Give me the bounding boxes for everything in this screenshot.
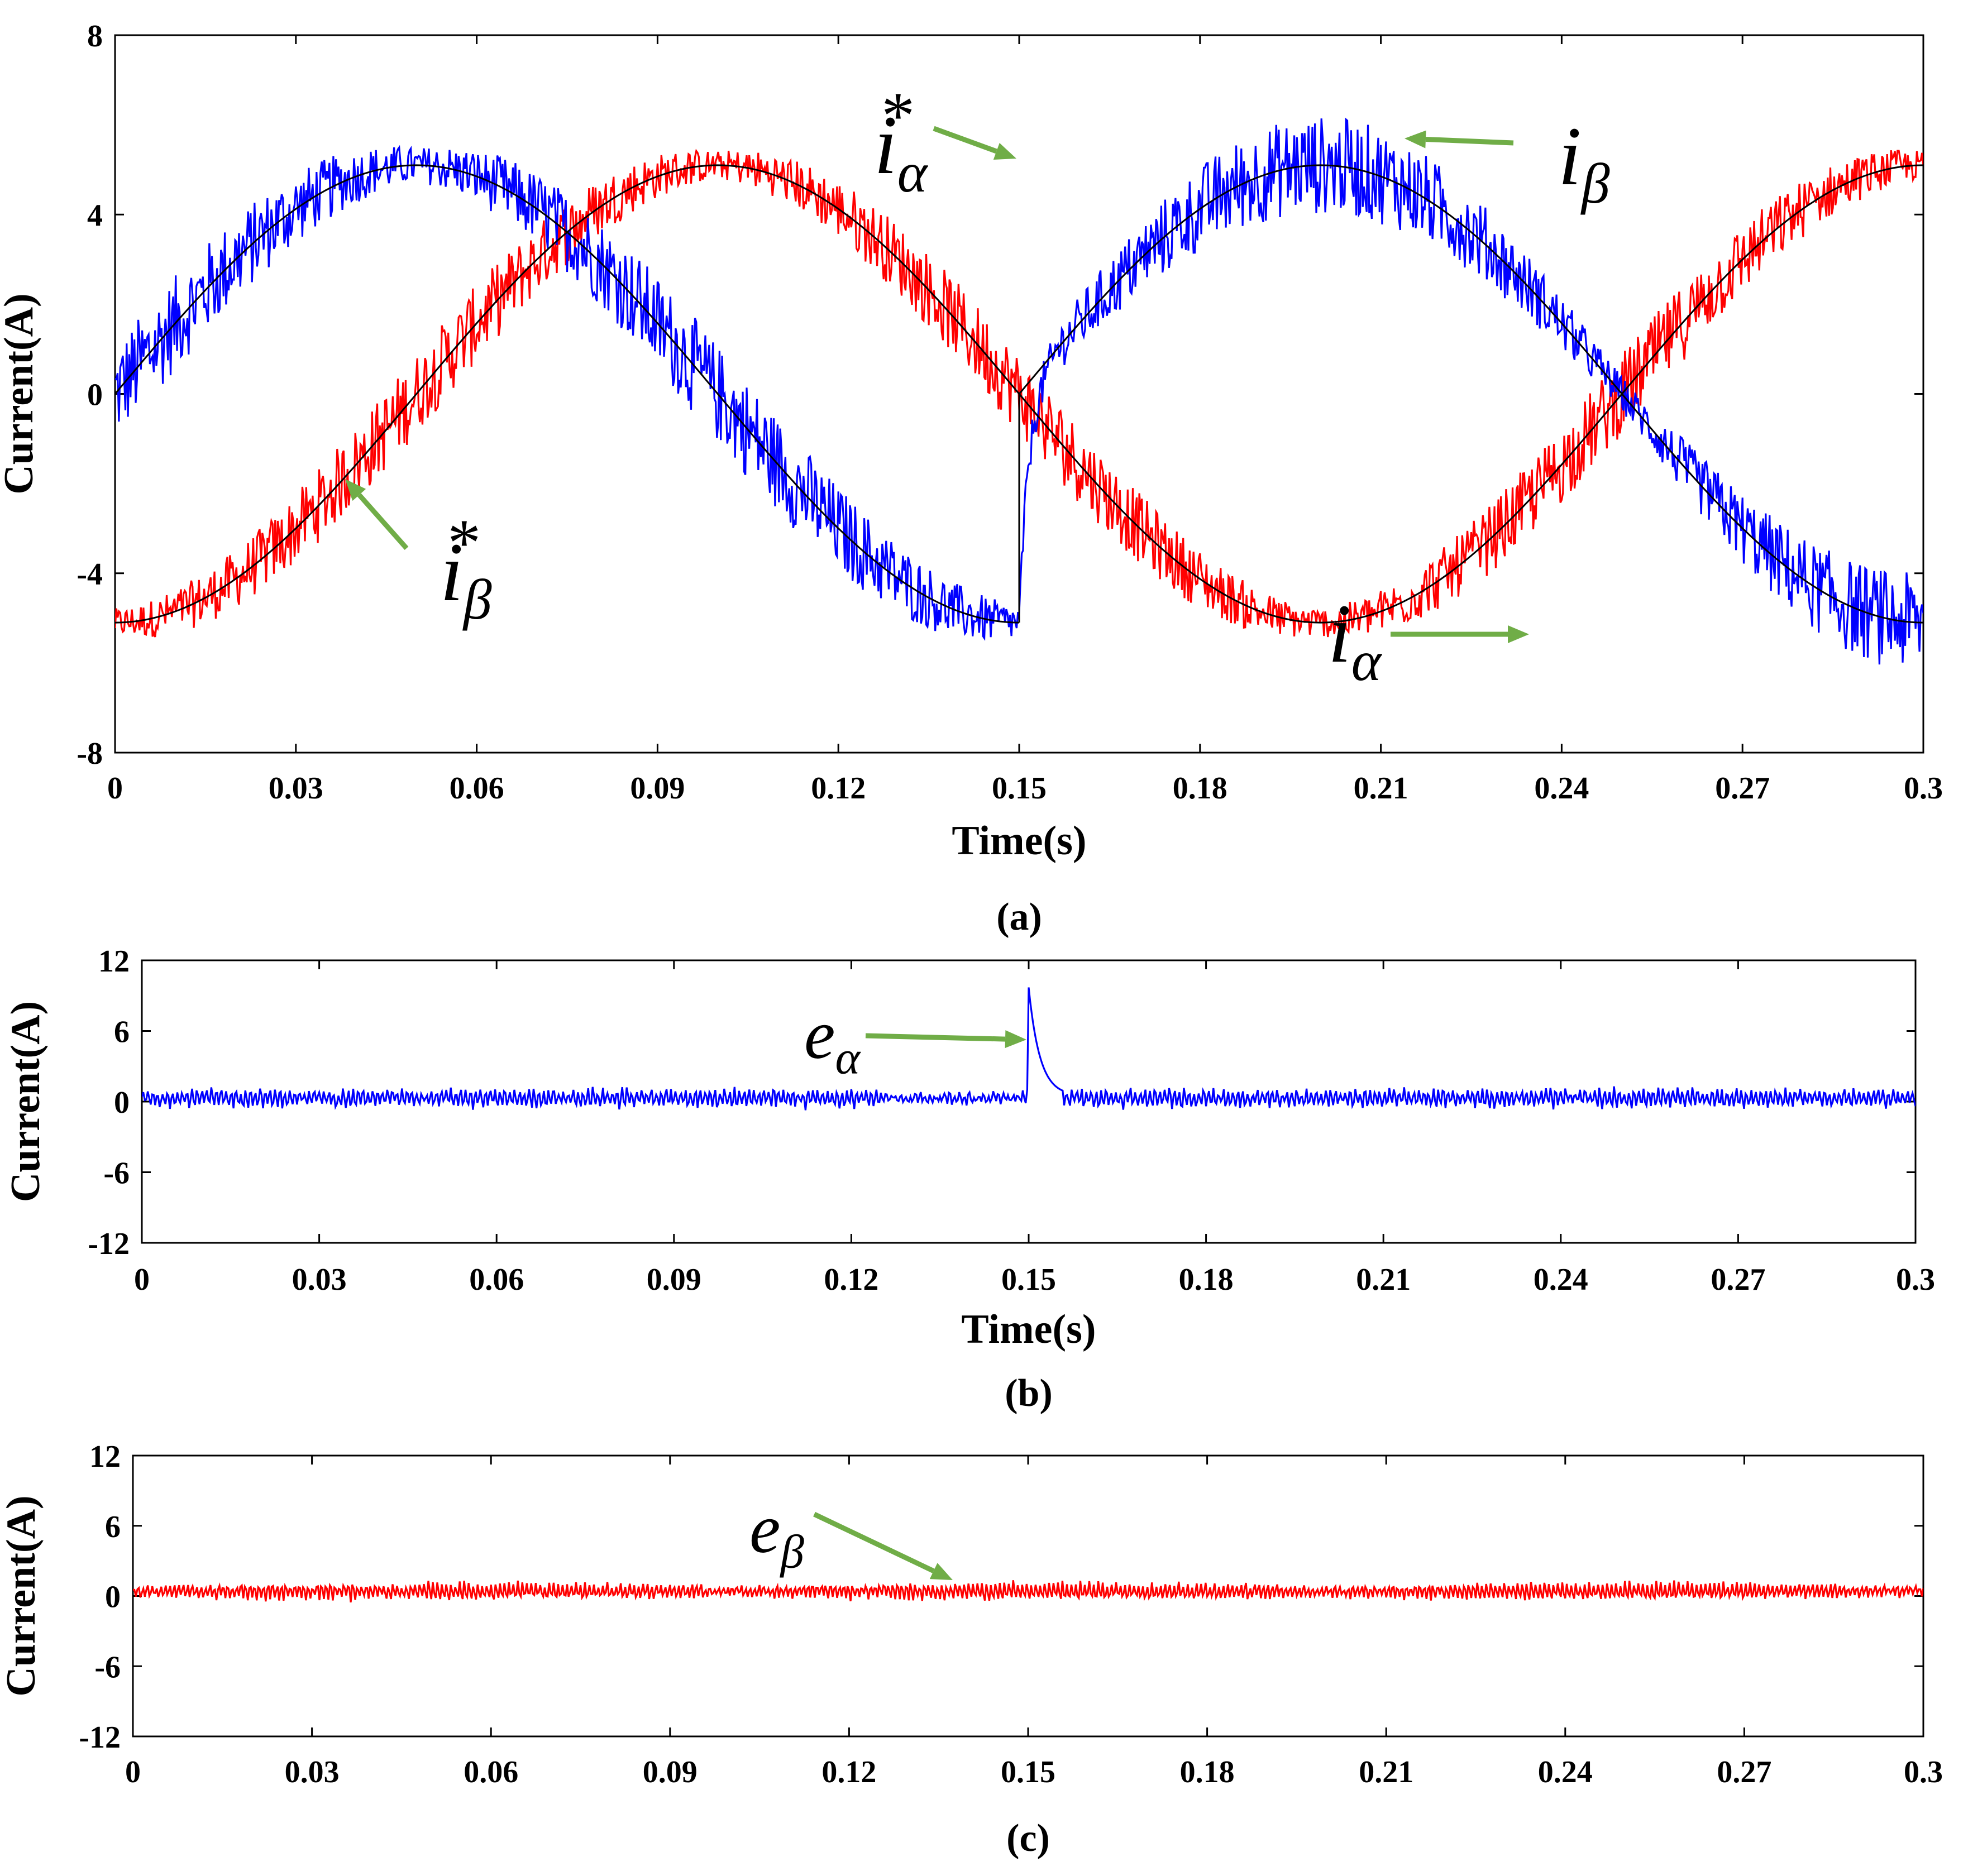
x-tick-label: 0.12 (824, 1262, 878, 1297)
x-tick-label: 0.15 (1001, 1755, 1055, 1789)
label-i-alpha-ref: iα (874, 99, 929, 204)
x-axis-label: Time(s) (961, 1306, 1096, 1352)
series-i-alpha-ref-part2 (1018, 164, 1923, 624)
label-i-beta-ref-arrow-line (357, 493, 409, 550)
x-tick-label: 0 (125, 1755, 141, 1789)
y-tick-label: -12 (88, 1227, 130, 1261)
x-axis-label: Time(s) (952, 818, 1086, 864)
series-e-alpha (142, 987, 1916, 1111)
y-tick-label: 6 (105, 1510, 121, 1544)
panel-caption: (b) (1005, 1372, 1053, 1415)
x-tick-label: 0.18 (1173, 771, 1227, 806)
label-i-beta-arrow-head (1405, 130, 1426, 149)
y-tick-label: 0 (114, 1085, 130, 1120)
label-e-alpha: eα (804, 997, 861, 1084)
x-tick-label: 0.06 (464, 1755, 518, 1789)
x-tick-label: 0.12 (811, 771, 866, 806)
y-tick-label: 12 (89, 1439, 121, 1474)
label-i-alpha: iα (1328, 587, 1383, 693)
label-i-alpha-ref-arrow-line (933, 126, 997, 154)
label-e-beta-arrow-line (813, 1511, 935, 1573)
x-tick-label: 0.3 (1904, 1755, 1943, 1789)
x-tick-label: 0 (107, 771, 123, 806)
x-tick-label: 0.03 (269, 771, 323, 806)
panel-a: 0 0.03 0.06 0.09 0.12 0.15 0.18 0.21 0.24 0.27 0.3… (0, 19, 1943, 939)
label-e-beta-arrow-head (929, 1563, 953, 1580)
x-tick-label: 0.21 (1354, 771, 1408, 806)
label-e-alpha-arrow-line (865, 1033, 1006, 1042)
label-i-beta-arrow-line (1425, 137, 1514, 146)
label-i-alpha-ref-star: * (878, 78, 912, 152)
y-tick-label: -6 (103, 1156, 130, 1191)
label-i-alpha-ref-arrow-head (993, 142, 1016, 160)
x-tick-label: 0.18 (1180, 1755, 1235, 1789)
y-tick-label: -6 (94, 1650, 121, 1684)
label-e-alpha-arrow-head (1005, 1030, 1026, 1049)
y-axis-label: Current(A) (0, 293, 42, 494)
y-tick-label: 0 (87, 378, 103, 413)
y-axis-label: Current(A) (3, 1001, 49, 1202)
x-tick-label: 0.27 (1715, 771, 1770, 806)
x-tick-label: 0.03 (292, 1262, 347, 1297)
x-tick-label: 0.09 (630, 771, 685, 806)
y-tick-label: 8 (87, 19, 103, 54)
x-tick-label: 0.27 (1711, 1262, 1765, 1297)
x-tick-label: 0.09 (643, 1755, 698, 1789)
x-tick-label: 0.24 (1534, 1262, 1588, 1297)
panel-b: 0 0.03 0.06 0.09 0.12 0.15 0.18 0.21 0.24 0.27 0.3… (3, 944, 1935, 1415)
x-tick-label: 0.12 (821, 1755, 876, 1789)
series-e-beta (133, 1580, 1923, 1603)
x-tick-label: 0.15 (992, 771, 1047, 806)
label-e-beta: eβ (749, 1491, 804, 1578)
x-tick-label: 0 (134, 1262, 150, 1297)
y-tick-label: 6 (114, 1015, 130, 1050)
label-i-beta-ref-arrow-head (345, 479, 366, 501)
x-tick-label: 0.24 (1538, 1755, 1593, 1789)
series-i-alpha-ref-part1 (115, 164, 1020, 624)
y-tick-label: -4 (77, 557, 103, 592)
x-tick-label: 0.18 (1179, 1262, 1234, 1297)
y-tick-label: -8 (77, 736, 103, 771)
x-tick-label: 0.09 (647, 1262, 701, 1297)
x-tick-label: 0.06 (450, 771, 504, 806)
panel-c: 0 0.03 0.06 0.09 0.12 0.15 0.18 0.21 0.24 0.27 0.3… (0, 1439, 1943, 1860)
x-tick-label: 0.3 (1904, 771, 1943, 806)
label-i-beta-ref-star: * (445, 505, 478, 580)
x-tick-label: 0.03 (285, 1755, 340, 1789)
panel-caption: (c) (1006, 1817, 1050, 1860)
x-tick-label: 0.15 (1001, 1262, 1056, 1297)
x-tick-label: 0.06 (469, 1262, 524, 1297)
x-tick-label: 0.3 (1896, 1262, 1935, 1297)
panel-caption: (a) (996, 896, 1042, 939)
y-axis-label: Current(A) (0, 1495, 44, 1696)
x-tick-label: 0.27 (1717, 1755, 1771, 1789)
label-i-alpha-arrow-head (1508, 625, 1529, 643)
label-i-beta-ref: iβ (440, 526, 492, 631)
y-tick-label: 12 (98, 944, 130, 979)
y-tick-label: 0 (105, 1580, 121, 1615)
x-tick-label: 0.21 (1359, 1755, 1413, 1789)
y-tick-label: -12 (79, 1720, 121, 1755)
label-i-beta: iβ (1558, 110, 1610, 216)
y-tick-label: 4 (87, 198, 103, 233)
x-tick-label: 0.21 (1356, 1262, 1411, 1297)
x-tick-label: 0.24 (1534, 771, 1589, 806)
